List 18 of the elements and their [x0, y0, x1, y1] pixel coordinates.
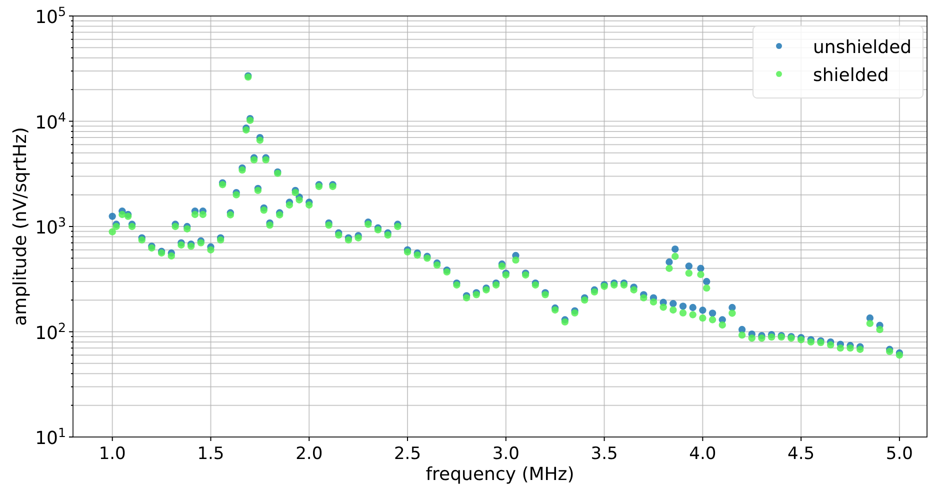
y-axis-title: amplitude (nV/sqrtHz): [10, 127, 31, 326]
y-tick-label: 10$^{1}$: [35, 424, 66, 449]
x-tick-label: 5.0: [886, 444, 913, 464]
y-tick-label: 10$^{2}$: [35, 319, 66, 344]
y-tick-label: 10$^{5}$: [35, 4, 66, 28]
legend-label: unshielded: [813, 37, 912, 58]
y-tick-label: 10$^{3}$: [35, 214, 66, 238]
x-tick-label: 1.5: [197, 444, 224, 464]
legend-label: shielded: [813, 65, 889, 86]
x-tick-label: 3.5: [590, 444, 618, 464]
x-tick-label: 1.0: [98, 444, 126, 464]
x-tick-label: 2.0: [296, 444, 323, 464]
x-tick-label: 3.0: [492, 444, 520, 464]
x-tick-label: 4.0: [689, 444, 716, 464]
x-axis-title: frequency (MHz): [426, 464, 574, 485]
x-tick-label: 4.5: [788, 444, 815, 464]
y-tick-label: 10$^{4}$: [35, 108, 66, 134]
x-tick-label: 2.5: [394, 444, 422, 464]
